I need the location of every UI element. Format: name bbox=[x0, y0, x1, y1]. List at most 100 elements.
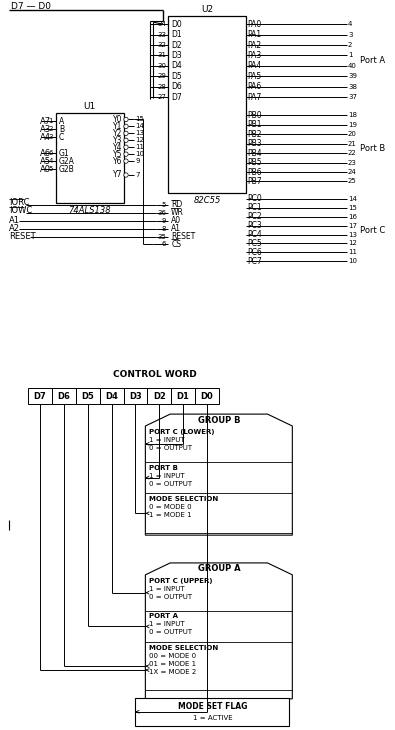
Text: 1 = INPUT: 1 = INPUT bbox=[149, 472, 185, 479]
Polygon shape bbox=[145, 563, 292, 699]
Text: D5: D5 bbox=[171, 72, 182, 81]
Text: RD: RD bbox=[171, 200, 182, 210]
Text: D1: D1 bbox=[171, 30, 182, 39]
Text: 9: 9 bbox=[135, 158, 140, 164]
Text: WR: WR bbox=[171, 208, 184, 218]
Text: Y4: Y4 bbox=[113, 143, 122, 152]
Text: D0: D0 bbox=[201, 392, 213, 401]
Text: D4: D4 bbox=[171, 61, 182, 70]
Bar bbox=[171, 388, 195, 404]
Text: 37: 37 bbox=[348, 94, 357, 100]
Text: GROUP A: GROUP A bbox=[198, 564, 240, 573]
Text: A7: A7 bbox=[40, 117, 51, 126]
Text: PA6: PA6 bbox=[248, 82, 262, 91]
Text: 5: 5 bbox=[162, 201, 166, 208]
Bar bbox=[168, 16, 246, 193]
Text: A6: A6 bbox=[40, 149, 51, 158]
Text: D6: D6 bbox=[171, 82, 182, 91]
Text: 40: 40 bbox=[348, 63, 357, 69]
Text: 30: 30 bbox=[157, 63, 166, 69]
Text: U1: U1 bbox=[84, 102, 96, 111]
Circle shape bbox=[124, 173, 128, 177]
Text: 24: 24 bbox=[348, 169, 357, 175]
Text: A1: A1 bbox=[9, 216, 20, 225]
Circle shape bbox=[124, 118, 128, 122]
Text: 2: 2 bbox=[348, 42, 352, 48]
Text: 00 = MODE 0: 00 = MODE 0 bbox=[149, 653, 196, 659]
Text: 23: 23 bbox=[348, 160, 357, 166]
Text: 0 = OUTPUT: 0 = OUTPUT bbox=[149, 593, 192, 599]
Circle shape bbox=[124, 131, 128, 136]
Text: 25: 25 bbox=[348, 178, 357, 185]
Text: 27: 27 bbox=[157, 94, 166, 100]
Text: PB2: PB2 bbox=[248, 130, 262, 139]
Text: 13: 13 bbox=[348, 231, 357, 237]
Bar bbox=[100, 388, 124, 404]
Text: PA3: PA3 bbox=[248, 51, 262, 60]
Text: D2: D2 bbox=[171, 41, 182, 50]
Text: 32: 32 bbox=[157, 42, 166, 48]
Text: 0 = OUTPUT: 0 = OUTPUT bbox=[149, 629, 192, 635]
Text: 1 = INPUT: 1 = INPUT bbox=[149, 437, 185, 443]
Text: Y0: Y0 bbox=[113, 115, 122, 124]
Text: 4: 4 bbox=[49, 158, 53, 164]
Text: PA7: PA7 bbox=[248, 93, 262, 101]
Text: 20: 20 bbox=[348, 131, 357, 137]
Text: PB3: PB3 bbox=[248, 139, 262, 148]
Text: IOWC: IOWC bbox=[9, 206, 32, 215]
Text: A0: A0 bbox=[40, 164, 51, 174]
Text: A0: A0 bbox=[171, 216, 181, 225]
Text: 9: 9 bbox=[162, 218, 166, 223]
Bar bbox=[124, 388, 147, 404]
Text: 28: 28 bbox=[157, 84, 166, 90]
Bar bbox=[135, 698, 290, 726]
Text: D2: D2 bbox=[153, 392, 166, 401]
Text: Y1: Y1 bbox=[113, 122, 122, 131]
Text: RESET: RESET bbox=[171, 232, 196, 241]
Text: 39: 39 bbox=[348, 73, 357, 80]
Bar bbox=[28, 388, 52, 404]
Text: 31: 31 bbox=[157, 53, 166, 58]
Text: 36: 36 bbox=[157, 210, 166, 215]
Text: 1 = ACTIVE: 1 = ACTIVE bbox=[193, 715, 232, 721]
Text: A2: A2 bbox=[9, 224, 20, 233]
Text: 13: 13 bbox=[135, 131, 145, 137]
Text: 33: 33 bbox=[157, 31, 166, 38]
Text: D6: D6 bbox=[58, 392, 70, 401]
Text: 22: 22 bbox=[348, 150, 357, 156]
Text: 74ALS138: 74ALS138 bbox=[68, 206, 111, 215]
Bar bbox=[195, 388, 219, 404]
Text: U2: U2 bbox=[201, 5, 213, 14]
Text: Y3: Y3 bbox=[113, 136, 122, 145]
Text: 6: 6 bbox=[49, 150, 53, 156]
Text: PC5: PC5 bbox=[248, 239, 262, 248]
Text: 17: 17 bbox=[348, 223, 357, 228]
Text: 82C55: 82C55 bbox=[193, 196, 221, 205]
Text: G2B: G2B bbox=[59, 164, 75, 174]
Text: D7: D7 bbox=[34, 392, 47, 401]
Text: Port B: Port B bbox=[360, 144, 385, 153]
Bar bbox=[76, 388, 100, 404]
Text: A3: A3 bbox=[40, 125, 51, 134]
Text: 15: 15 bbox=[135, 117, 144, 123]
Text: PC7: PC7 bbox=[248, 257, 262, 266]
Text: PA1: PA1 bbox=[248, 30, 262, 39]
Text: 0 = OUTPUT: 0 = OUTPUT bbox=[149, 445, 192, 451]
Text: Port C: Port C bbox=[360, 226, 385, 234]
Text: MODE SELECTION: MODE SELECTION bbox=[149, 496, 218, 502]
Text: Port A: Port A bbox=[360, 56, 385, 65]
Text: PB1: PB1 bbox=[248, 120, 262, 129]
Text: PB5: PB5 bbox=[248, 158, 262, 167]
Text: 10: 10 bbox=[135, 151, 145, 157]
Text: PB4: PB4 bbox=[248, 149, 262, 158]
Text: 0 = MODE 0: 0 = MODE 0 bbox=[149, 504, 192, 510]
Text: A1: A1 bbox=[171, 224, 181, 233]
Bar bbox=[52, 388, 76, 404]
Text: RESET: RESET bbox=[9, 232, 36, 241]
Text: 1 = INPUT: 1 = INPUT bbox=[149, 585, 185, 592]
Text: D3: D3 bbox=[171, 51, 182, 60]
Text: 21: 21 bbox=[348, 141, 357, 147]
Text: PORT C (LOWER): PORT C (LOWER) bbox=[149, 429, 215, 435]
Text: PB6: PB6 bbox=[248, 167, 262, 177]
Text: CS: CS bbox=[171, 240, 181, 249]
